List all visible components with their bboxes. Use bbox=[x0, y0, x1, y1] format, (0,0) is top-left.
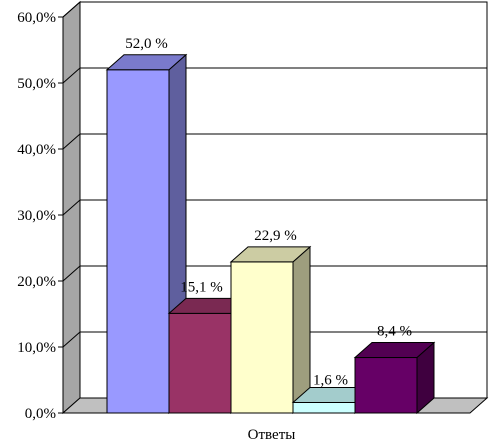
y-axis: 0,0% 10,0% 20,0% 30,0% 40,0% 50,0% 60,0% bbox=[17, 10, 64, 422]
bar-top bbox=[229, 246, 312, 263]
y-tick-label: 60,0% bbox=[17, 10, 56, 26]
bar-front bbox=[106, 69, 170, 414]
bar-front bbox=[230, 261, 294, 414]
gridline bbox=[62, 67, 487, 84]
gridlines bbox=[62, 1, 487, 348]
y-tick-label: 40,0% bbox=[17, 142, 56, 158]
data-label: 22,9 % bbox=[254, 228, 297, 244]
data-label: 8,4 % bbox=[377, 324, 412, 340]
gridline bbox=[62, 331, 487, 348]
y-tick-label: 30,0% bbox=[17, 208, 56, 224]
bar-side bbox=[292, 245, 311, 415]
data-label: 52,0 % bbox=[125, 36, 168, 52]
x-category-label: Ответы bbox=[248, 427, 296, 442]
y-tick-label: 20,0% bbox=[17, 274, 56, 290]
gridline bbox=[62, 199, 487, 216]
bar-top bbox=[105, 54, 188, 71]
bar-front bbox=[354, 357, 418, 414]
y-tick-label: 10,0% bbox=[17, 340, 56, 356]
data-labels: 52,0 % 15,1 % 22,9 % 1,6 % 8,4 % bbox=[125, 36, 412, 389]
y-tick-label: 0,0% bbox=[25, 406, 56, 422]
bar-front bbox=[292, 401, 356, 414]
bar bbox=[229, 245, 312, 415]
gridline bbox=[62, 133, 487, 150]
data-label: 1,6 % bbox=[313, 372, 348, 388]
bars bbox=[105, 53, 436, 415]
gridline bbox=[62, 265, 487, 282]
data-label: 15,1 % bbox=[180, 279, 223, 295]
bar bbox=[353, 341, 436, 415]
y-tick-label: 50,0% bbox=[17, 76, 56, 92]
bar-top bbox=[353, 342, 436, 359]
bar-front bbox=[168, 312, 232, 414]
gridline bbox=[62, 1, 487, 18]
